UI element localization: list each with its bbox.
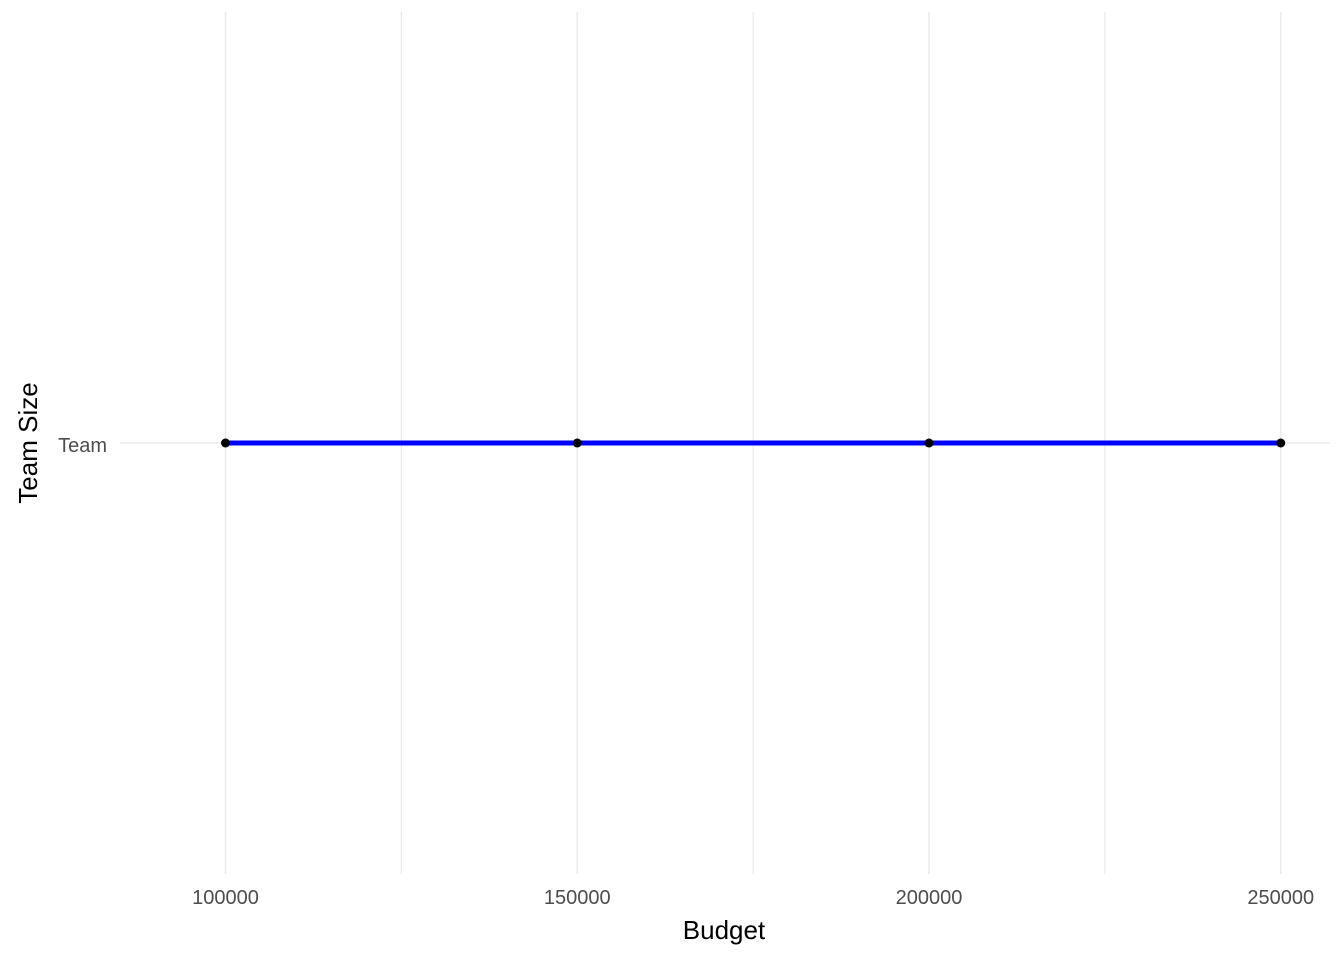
tick-labels: 100000 150000 200000 250000: [192, 887, 1314, 909]
x-axis-title: Budget: [683, 915, 766, 945]
series: [221, 438, 1286, 448]
x-tick-label: 100000: [192, 887, 259, 909]
y-category-label-team: Team: [58, 435, 107, 457]
data-point: [221, 438, 231, 448]
x-tick-label: 200000: [896, 887, 963, 909]
x-tick-label: 150000: [544, 887, 611, 909]
y-axis-title: Team Size: [13, 382, 43, 503]
data-point: [1276, 438, 1286, 448]
x-tick-label: 250000: [1247, 887, 1314, 909]
data-point: [572, 438, 582, 448]
data-point: [924, 438, 934, 448]
